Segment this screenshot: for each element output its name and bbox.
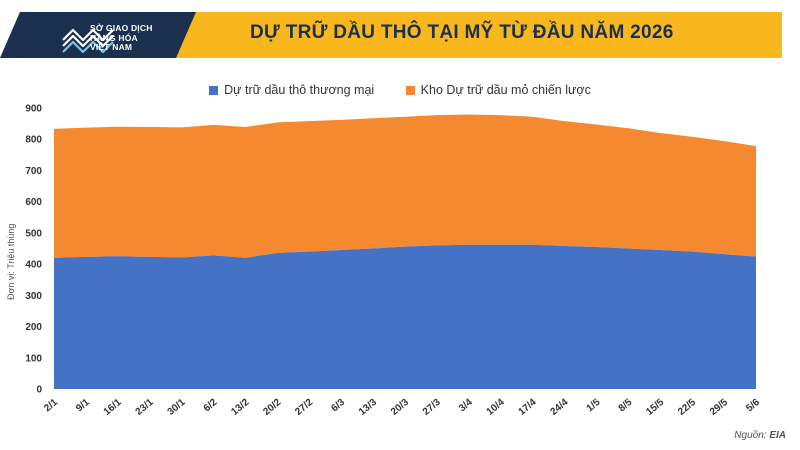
y-tick-label: 800 xyxy=(25,135,42,146)
x-tick-label: 16/1 xyxy=(102,397,124,418)
x-tick-label: 1/5 xyxy=(585,397,603,415)
y-tick-label: 0 xyxy=(36,385,42,396)
y-axis: 0 100 200 300 400 500 600 700 800 900 xyxy=(25,104,42,396)
x-tick-label: 20/2 xyxy=(261,397,283,418)
page-title: DỰ TRỮ DẦU THÔ TẠI MỸ TỪ ĐẦU NĂM 2026 xyxy=(250,22,674,43)
logo-text: SỞ GIAO DỊCH HÀNG HÓA VIỆT NAM xyxy=(90,23,153,53)
banner-yellow xyxy=(0,12,782,58)
x-tick-label: 2/1 xyxy=(42,397,60,415)
x-tick-label: 30/1 xyxy=(166,397,188,418)
x-tick-label: 13/3 xyxy=(357,397,379,418)
y-tick-label: 500 xyxy=(25,228,42,239)
legend-label-strategic: Kho Dự trữ dầu mỏ chiến lược xyxy=(420,82,591,97)
source-note: Nguồn: EIA xyxy=(734,430,786,441)
legend-item-commercial: Dự trữ dầu thô thương mại xyxy=(209,83,374,97)
logo-line-3: VIỆT NAM xyxy=(90,42,133,52)
y-axis-label: Đơn vị: Triệu thùng xyxy=(6,223,16,300)
x-tick-label: 9/1 xyxy=(74,397,92,415)
legend-item-strategic: Kho Dự trữ dầu mỏ chiến lược xyxy=(405,82,591,97)
x-tick-label: 22/5 xyxy=(676,397,698,418)
area-commercial xyxy=(54,244,756,389)
x-tick-label: 3/4 xyxy=(457,397,475,415)
header: SỞ GIAO DỊCH HÀNG HÓA VIỆT NAM DỰ TRỮ DẦ… xyxy=(0,0,800,70)
x-tick-label: 20/3 xyxy=(389,397,411,418)
x-tick-label: 6/3 xyxy=(329,397,347,415)
x-tick-label: 27/3 xyxy=(421,397,443,418)
y-tick-label: 400 xyxy=(25,260,42,271)
x-tick-label: 24/4 xyxy=(548,397,570,418)
legend-swatch-commercial xyxy=(209,85,219,95)
logo-icon xyxy=(62,28,114,54)
y-tick-label: 100 xyxy=(25,353,42,364)
y-tick-label: 200 xyxy=(25,322,42,333)
y-tick-label: 300 xyxy=(25,291,42,302)
x-tick-label: 29/5 xyxy=(708,397,730,418)
x-axis: 2/1 9/1 16/1 23/1 30/1 6/2 13/2 20/2 27/2 6/3 13/3… xyxy=(42,397,762,418)
logo-line-1: SỞ GIAO DỊCH xyxy=(90,23,153,33)
x-tick-label: 15/5 xyxy=(644,397,666,418)
x-tick-label: 13/2 xyxy=(229,397,251,418)
y-tick-label: 700 xyxy=(25,166,42,177)
x-tick-label: 23/1 xyxy=(134,397,156,418)
x-tick-label: 5/6 xyxy=(744,397,762,415)
x-tick-label: 8/5 xyxy=(617,397,635,415)
source-label: Nguồn: xyxy=(734,430,767,441)
logo-line-2: HÀNG HÓA xyxy=(90,32,138,43)
source-value: EIA xyxy=(769,430,786,441)
chart-areas xyxy=(54,114,756,389)
x-tick-label: 10/4 xyxy=(485,397,507,418)
legend-swatch-strategic xyxy=(405,85,415,95)
x-tick-label: 6/2 xyxy=(202,397,220,415)
y-tick-label: 900 xyxy=(25,104,42,115)
chart-legend: Dự trữ dầu thô thương mại Kho Dự trữ dầu… xyxy=(0,82,800,100)
x-tick-label: 17/4 xyxy=(517,397,539,418)
x-tick-label: 27/2 xyxy=(293,397,315,418)
area-strategic xyxy=(54,114,756,258)
y-tick-label: 600 xyxy=(25,197,42,208)
legend-label-commercial: Dự trữ dầu thô thương mại xyxy=(224,82,375,97)
